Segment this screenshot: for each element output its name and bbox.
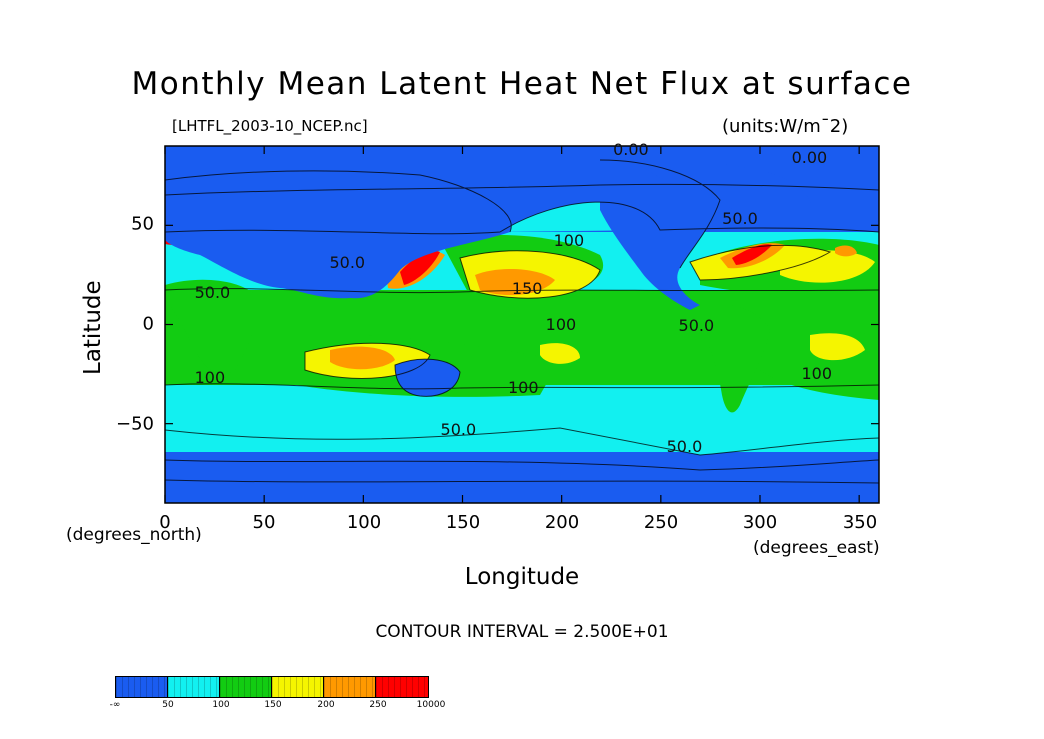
contour-value-label: 50.0 [678,316,715,336]
x-tick-label: 200 [544,512,580,533]
contour-lines [165,159,879,484]
colorbar-level-label: 250 [369,700,387,710]
y-tick-label: 0 [142,313,154,335]
contour-line [165,183,879,196]
colorbar-segment [376,677,428,697]
units-label: (units:W/m¯2) [722,116,849,137]
contour-line [689,244,832,281]
region-southern-ocean-cyan [165,428,879,455]
colorbar-level-label: 100 [212,700,230,710]
x-axis-label: Longitude [464,564,580,590]
x-tick-label: 50 [252,512,276,533]
contour-line [165,170,512,233]
x-axis-units: (degrees_east) [753,538,880,558]
contour-value-label: 0.00 [613,139,649,159]
landmass-eurasia [165,170,512,299]
contour-line [304,342,431,379]
contour-line [165,479,879,484]
y-tick-label: 50 [131,213,154,235]
x-tick-label: 250 [643,512,679,533]
contour-value-label: 100 [545,314,577,334]
region-ne-atlantic-yellow [780,250,875,283]
region-atlantic-orange [835,245,857,257]
colorbar-segment [116,677,168,697]
contour-value-label: 100 [801,364,833,384]
contour-line [165,201,879,235]
colorbar-segment [272,677,324,697]
contour-line [165,459,879,471]
dataset-filename: [LHTFL_2003-10_NCEP.nc] [172,117,368,135]
contour-line [165,288,879,294]
axis-tick-marks [164,146,879,503]
colorbar-segment [220,677,272,697]
contour-line [165,383,879,390]
contour-value-label: 0.00 [791,147,828,167]
contour-value-label: 50.0 [440,419,477,439]
landmass-australia [395,359,460,397]
colorbar-level-label: 50 [162,700,174,710]
x-tick-label: 0 [159,512,171,533]
flux-field [165,146,879,503]
colorbar-level-label: 150 [264,700,282,710]
chart-title: Monthly Mean Latent Heat Net Flux at sur… [131,66,913,102]
contour-value-label: 100 [553,231,585,251]
contour-value-label: 50.0 [329,253,366,273]
colorbar-level-label: 200 [317,700,335,710]
region-indian-orange [330,346,395,370]
colorbar-level-label: -∞ [109,700,121,710]
region-kuroshio-red [400,250,440,285]
region-s-pacific-yellow [540,343,580,364]
x-tick-label: 150 [445,512,481,533]
contour-value-label: 100 [507,377,539,397]
contour-interval-label: CONTOUR INTERVAL = 2.500E+01 [375,622,669,642]
region-s-atlantic-yellow [810,333,865,361]
contour-value-label: 100 [194,368,226,388]
contour-value-label: 150 [511,278,543,298]
region-pacific-orange [475,268,555,296]
contour-value-label: 50.0 [666,437,703,457]
y-axis-label: Latitude [80,280,106,375]
contour-line [165,427,879,456]
contour-line [599,159,721,269]
colorbar-segment [168,677,220,697]
landmass-south-america [700,303,770,413]
x-tick-label: 100 [346,512,382,533]
region-gulfstream-red [732,244,772,265]
colorbar-segment [324,677,376,697]
contour-value-label: 50.0 [722,209,758,229]
landmass-north-america [600,160,720,310]
contour-line [459,250,601,299]
contour-line [394,358,461,397]
y-axis-units: (degrees_north) [66,525,202,545]
x-tick-label: 350 [842,512,878,533]
colorbar-level-label: 10000 [416,700,446,710]
x-tick-label: 300 [742,512,778,533]
colorbar [115,676,429,698]
landmass-africa [165,279,257,374]
contour-value-label: 50.0 [194,282,231,302]
y-tick-label: −50 [116,413,154,435]
